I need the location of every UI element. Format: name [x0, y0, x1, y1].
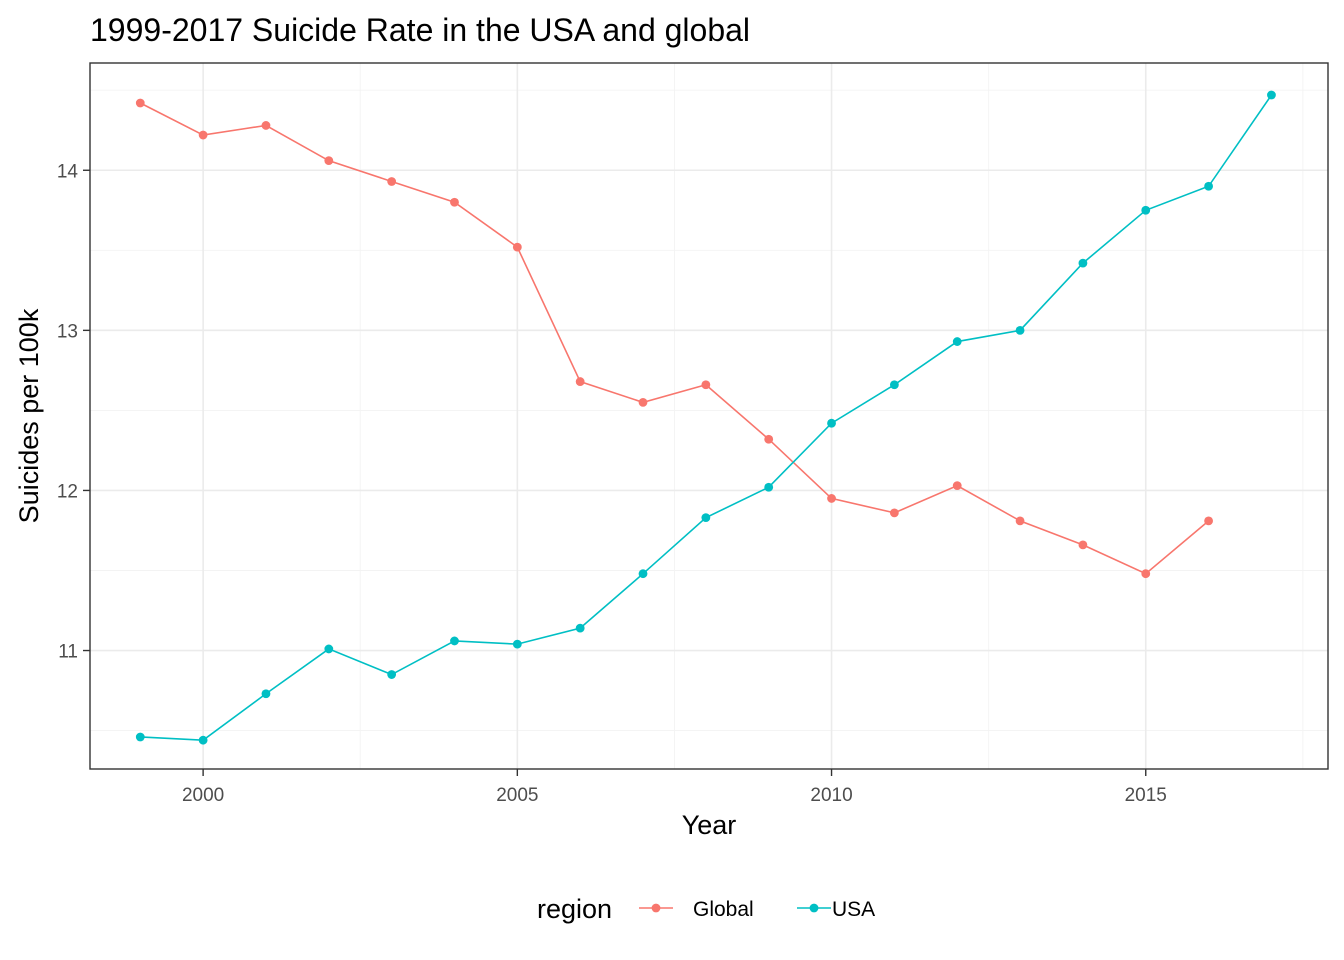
- series-usa: [135, 90, 1276, 745]
- legend-item-usa: USA: [797, 898, 875, 921]
- legend-label: USA: [832, 898, 875, 921]
- y-axis-label: Suicides per 100k: [14, 308, 44, 523]
- data-point-usa: [1078, 258, 1088, 268]
- data-point-global: [387, 177, 397, 186]
- data-point-global: [1204, 516, 1213, 526]
- data-point-usa: [1267, 90, 1276, 100]
- series-global: [135, 98, 1213, 579]
- data-point-usa: [952, 337, 962, 346]
- data-point-global: [638, 397, 648, 407]
- data-point-usa: [701, 513, 711, 523]
- data-point-usa: [198, 735, 208, 745]
- legend-key-point: [651, 903, 661, 913]
- legend: region Global USA: [537, 894, 875, 924]
- data-point-usa: [1204, 181, 1213, 191]
- legend-label: Global: [693, 898, 754, 921]
- data-point-global: [764, 434, 774, 444]
- y-tick-label: 14: [57, 161, 79, 182]
- y-tick-label: 12: [57, 481, 78, 502]
- data-point-global: [952, 481, 962, 491]
- legend-title: region: [537, 894, 612, 924]
- y-tick-label: 13: [57, 321, 78, 342]
- data-point-global: [575, 377, 585, 386]
- data-point-usa: [387, 670, 397, 679]
- data-point-global: [135, 98, 145, 108]
- data-point-global: [450, 197, 459, 207]
- legend-item-global: Global: [639, 898, 754, 921]
- data-point-global: [827, 494, 836, 503]
- data-point-usa: [889, 380, 899, 390]
- data-point-global: [889, 508, 899, 518]
- data-point-global: [701, 380, 711, 390]
- y-tick-label: 11: [58, 642, 78, 663]
- series-line-global: [139, 102, 1210, 575]
- data-point-global: [1141, 569, 1151, 579]
- axes: 2000 2005 2010 2015 11 12 13 14: [57, 161, 1167, 806]
- data-point-usa: [450, 636, 459, 646]
- data-point-global: [1015, 516, 1025, 526]
- data-point-global: [1078, 540, 1088, 550]
- data-point-usa: [764, 482, 774, 492]
- data-point-usa: [638, 569, 648, 579]
- data-point-usa: [135, 732, 145, 742]
- x-tick-label: 2005: [496, 785, 538, 806]
- data-point-usa: [575, 623, 585, 633]
- data-point-global: [198, 130, 208, 140]
- grid: [90, 63, 1328, 769]
- data-point-global: [324, 156, 334, 166]
- x-axis-label: Year: [682, 810, 737, 840]
- x-tick-label: 2015: [1125, 785, 1167, 806]
- data-point-usa: [1015, 325, 1025, 335]
- x-tick-label: 2010: [810, 785, 852, 806]
- data-point-usa: [512, 639, 522, 649]
- data-point-usa: [261, 689, 271, 699]
- x-tick-label: 2000: [182, 785, 224, 806]
- data-point-global: [512, 242, 522, 252]
- data-point-usa: [1141, 205, 1151, 215]
- panel-border: [89, 62, 1329, 770]
- data-point-usa: [324, 644, 334, 654]
- chart-title: 1999-2017 Suicide Rate in the USA and gl…: [90, 12, 750, 48]
- data-point-global: [261, 121, 271, 130]
- legend-key-point: [809, 903, 819, 913]
- series-layer: [135, 90, 1276, 745]
- data-point-usa: [827, 418, 836, 428]
- series-line-usa: [140, 94, 1273, 741]
